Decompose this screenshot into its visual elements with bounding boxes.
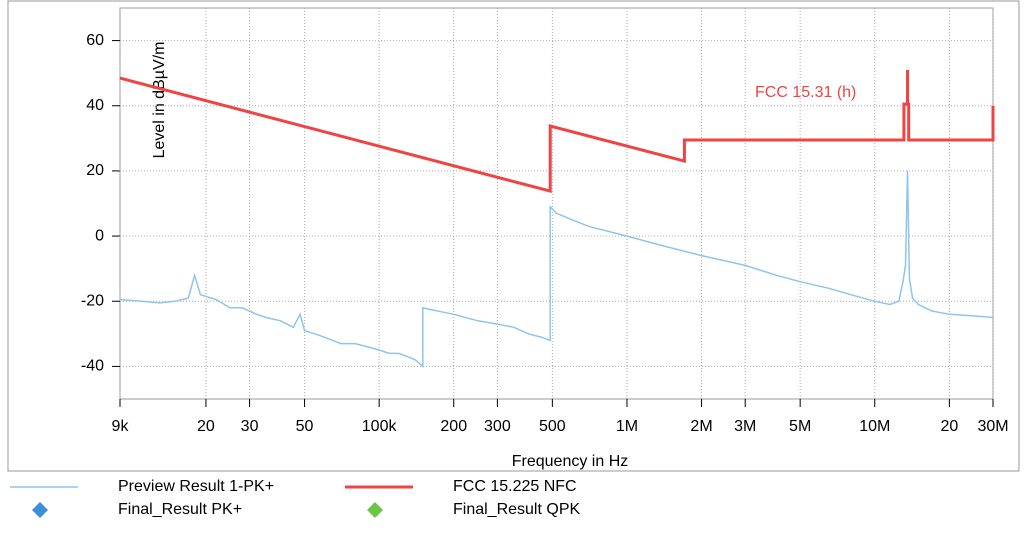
series-line <box>119 170 994 369</box>
y-tick-label: 0 <box>95 227 104 244</box>
legend-label: Preview Result 1-PK+ <box>118 478 274 495</box>
x-tick-label: 20 <box>197 418 215 435</box>
x-tick-label: 200 <box>440 418 467 435</box>
legend-label: Final_Result PK+ <box>118 501 242 518</box>
y-axis-label: Level in dBµV/m <box>151 42 168 159</box>
x-tick-label: 30 <box>241 418 259 435</box>
x-tick-label: 3M <box>734 418 756 435</box>
x-tick-label: 2M <box>690 418 712 435</box>
chart-frame <box>7 0 1020 472</box>
x-tick-label: 5M <box>789 418 811 435</box>
legend-swatch <box>367 502 383 518</box>
y-tick-label: -20 <box>81 292 104 309</box>
x-tick-label: 20 <box>940 418 958 435</box>
x-tick-label: 9k <box>112 418 130 435</box>
plot-frame <box>119 7 994 400</box>
x-tick-label: 10M <box>859 418 890 435</box>
x-tick-label: 30M <box>977 418 1008 435</box>
x-tick-label: 50 <box>296 418 314 435</box>
y-tick-label: -40 <box>81 358 104 375</box>
legend-swatch <box>32 502 48 518</box>
x-tick-label: 100k <box>362 418 398 435</box>
x-axis-label: Frequency in Hz <box>512 453 629 470</box>
y-tick-label: 60 <box>86 32 104 49</box>
legend-label: Final_Result QPK <box>453 501 580 518</box>
x-tick-label: 500 <box>539 418 566 435</box>
y-tick-label: 40 <box>86 97 104 114</box>
x-tick-label: 1M <box>616 418 638 435</box>
series-line <box>119 70 995 194</box>
x-tick-label: 300 <box>484 418 511 435</box>
legend-label: FCC 15.225 NFC <box>453 478 577 495</box>
annotation: FCC 15.31 (h) <box>755 84 856 101</box>
y-tick-label: 20 <box>86 162 104 179</box>
